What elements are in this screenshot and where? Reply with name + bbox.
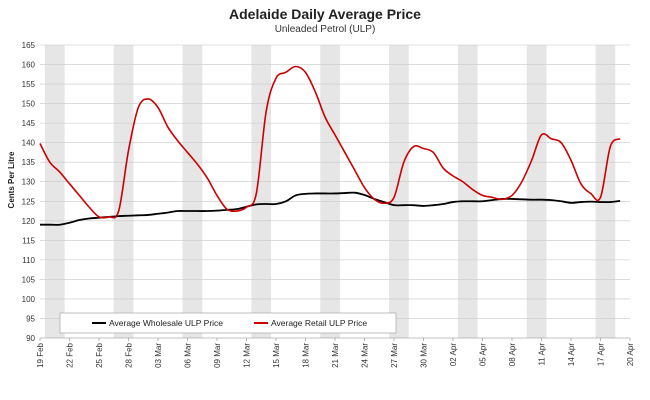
- legend-label-retail: Average Retail ULP Price: [271, 318, 367, 328]
- y-tick-label: 165: [22, 41, 36, 50]
- x-tick-label: 05 Apr: [479, 343, 488, 366]
- x-tick-label: 08 Apr: [508, 343, 517, 366]
- weekend-band: [251, 45, 272, 338]
- x-tick-label: 30 Mar: [420, 343, 429, 368]
- weekend-band: [595, 45, 616, 338]
- x-axis-ticks: 19 Feb 22 Feb 25 Feb 28 Feb 03 Mar 06 Mar 09 M…: [36, 338, 635, 368]
- legend: Average Wholesale ULP Price Average Reta…: [59, 312, 397, 334]
- chart-title: Adelaide Daily Average Price: [229, 6, 421, 22]
- weekend-band: [182, 45, 203, 338]
- chart-subtitle: Unleaded Petrol (ULP): [275, 24, 376, 35]
- gridlines: [40, 44, 630, 339]
- y-tick-label: 90: [26, 334, 35, 343]
- legend-label-wholesale: Average Wholesale ULP Price: [109, 318, 223, 328]
- y-tick-label: 115: [22, 236, 35, 245]
- y-axis-ticks: 90 95 100 105 110 115 120 125 130 135 140 145 150 155…: [22, 41, 36, 343]
- weekend-band: [457, 45, 478, 338]
- y-tick-label: 160: [22, 61, 36, 70]
- x-tick-label: 20 Apr: [626, 343, 635, 366]
- y-tick-label: 110: [22, 256, 35, 265]
- y-tick-label: 100: [22, 295, 36, 304]
- x-tick-label: 14 Apr: [567, 343, 576, 366]
- x-tick-label: 06 Mar: [184, 343, 193, 368]
- series-line-wholesale: [40, 191, 621, 226]
- y-tick-label: 135: [22, 158, 36, 167]
- y-tick-label: 140: [22, 139, 36, 148]
- x-tick-label: 21 Mar: [331, 343, 340, 368]
- y-tick-label: 130: [22, 178, 36, 187]
- legend-box: [59, 312, 397, 334]
- x-tick-label: 12 Mar: [243, 343, 252, 368]
- y-tick-label: 95: [26, 314, 35, 323]
- x-tick-label: 27 Mar: [390, 343, 399, 368]
- series-line-retail: [39, 65, 621, 219]
- y-tick-label: 105: [22, 275, 36, 284]
- weekend-band: [320, 45, 340, 338]
- x-tick-label: 15 Mar: [272, 343, 281, 368]
- x-tick-label: 02 Apr: [449, 343, 458, 366]
- x-tick-label: 19 Feb: [36, 342, 45, 367]
- weekend-band: [113, 45, 134, 338]
- y-axis-label: Cents Per Litre: [7, 151, 16, 208]
- y-tick-label: 145: [22, 119, 36, 128]
- x-tick-label: 28 Feb: [125, 342, 134, 367]
- weekend-band: [389, 45, 409, 338]
- weekend-band: [526, 45, 547, 338]
- series-lines: [39, 65, 621, 226]
- x-tick-label: 11 Apr: [538, 343, 547, 366]
- y-tick-label: 120: [22, 217, 36, 226]
- y-tick-label: 155: [22, 80, 36, 89]
- y-tick-label: 150: [22, 100, 36, 109]
- x-tick-label: 18 Mar: [302, 343, 311, 368]
- x-tick-label: 22 Feb: [66, 342, 75, 367]
- weekend-shading: [44, 45, 616, 338]
- x-tick-label: 25 Feb: [95, 342, 104, 367]
- x-tick-label: 24 Mar: [361, 343, 370, 368]
- y-tick-label: 125: [22, 197, 36, 206]
- weekend-band: [44, 45, 65, 338]
- x-tick-label: 09 Mar: [213, 343, 222, 368]
- x-tick-label: 17 Apr: [597, 343, 606, 366]
- x-tick-label: 03 Mar: [154, 343, 163, 368]
